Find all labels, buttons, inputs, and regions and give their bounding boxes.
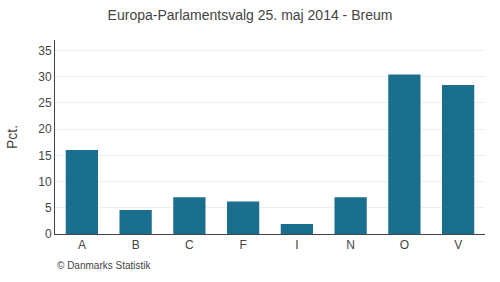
svg-text:30: 30 (38, 70, 52, 84)
svg-text:15: 15 (38, 149, 52, 163)
svg-text:© Danmarks Statistik: © Danmarks Statistik (57, 260, 152, 271)
svg-text:B: B (132, 238, 140, 252)
svg-text:5: 5 (45, 201, 52, 215)
svg-text:0: 0 (45, 227, 52, 241)
svg-text:20: 20 (38, 122, 52, 136)
svg-text:O: O (400, 238, 409, 252)
svg-text:N: N (346, 238, 355, 252)
svg-text:V: V (454, 238, 462, 252)
svg-text:C: C (185, 238, 194, 252)
svg-text:I: I (295, 238, 298, 252)
svg-text:10: 10 (38, 175, 52, 189)
svg-text:25: 25 (38, 96, 52, 110)
svg-text:Europa-Parlamentsvalg 25. maj: Europa-Parlamentsvalg 25. maj 2014 - Bre… (108, 7, 393, 23)
svg-text:A: A (78, 238, 86, 252)
svg-text:F: F (239, 238, 246, 252)
svg-text:Pct.: Pct. (4, 125, 20, 149)
svg-text:35: 35 (38, 44, 52, 58)
